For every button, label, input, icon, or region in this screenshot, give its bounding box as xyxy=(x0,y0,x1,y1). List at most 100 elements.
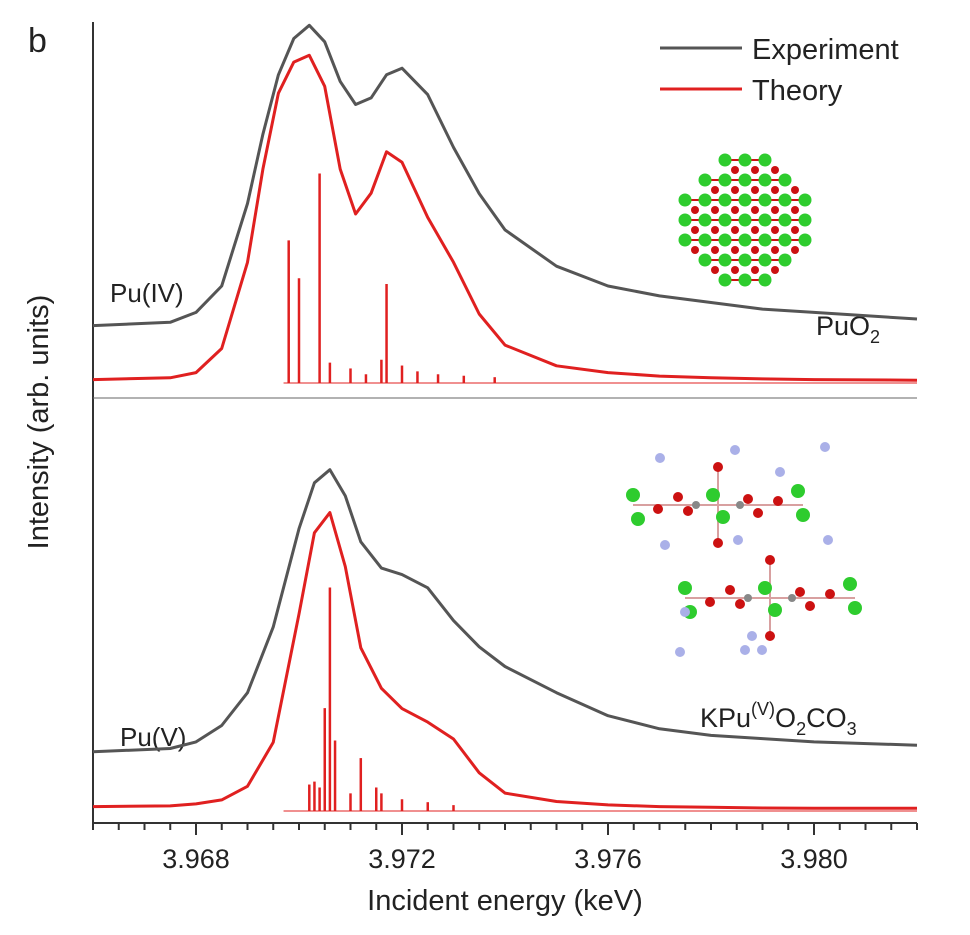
atom-o xyxy=(805,601,815,611)
legend-label-experiment: Experiment xyxy=(752,34,899,66)
plot-area xyxy=(92,23,918,812)
atom-o xyxy=(765,631,775,641)
atom-o xyxy=(773,496,783,506)
atom-pu xyxy=(698,193,712,207)
atom-o xyxy=(705,597,715,607)
atom-o xyxy=(751,166,759,174)
atom-pu xyxy=(791,484,805,498)
atom-o xyxy=(691,226,699,234)
atom-pu xyxy=(778,213,792,227)
atom-o xyxy=(751,266,759,274)
x-axis-label: Incident energy (keV) xyxy=(367,885,643,917)
atom-o xyxy=(731,226,739,234)
atom-o xyxy=(765,555,775,565)
atom-c xyxy=(744,594,752,602)
atom-pu xyxy=(778,233,792,247)
atom-pu xyxy=(758,213,772,227)
atom-o xyxy=(711,266,719,274)
atom-c xyxy=(736,501,744,509)
atom-o xyxy=(731,166,739,174)
atom-pu xyxy=(698,233,712,247)
legend: Experiment Theory xyxy=(660,34,899,107)
x-tick-label: 3.976 xyxy=(574,844,642,874)
atom-pu xyxy=(738,193,752,207)
atom-pu xyxy=(631,512,645,526)
atom-o xyxy=(653,504,663,514)
atom-o xyxy=(735,599,745,609)
atom-pu xyxy=(626,488,640,502)
series-line-experiment-pu-v xyxy=(92,468,918,754)
atom-o xyxy=(711,246,719,254)
atom-pu xyxy=(698,253,712,267)
atom-pu xyxy=(718,153,732,167)
atom-pu xyxy=(738,153,752,167)
atom-pu xyxy=(678,233,692,247)
atom-o xyxy=(683,506,693,516)
atom-o xyxy=(751,246,759,254)
atom-pu xyxy=(718,213,732,227)
atom-pu xyxy=(706,488,720,502)
atom-k xyxy=(747,631,757,641)
atom-k xyxy=(775,467,785,477)
atom-o xyxy=(711,186,719,194)
x-tick-label: 3.980 xyxy=(780,844,848,874)
x-tick-label: 3.972 xyxy=(368,844,436,874)
atom-pu xyxy=(758,581,772,595)
atom-o xyxy=(791,226,799,234)
atom-o xyxy=(731,246,739,254)
atom-o xyxy=(751,206,759,214)
atom-pu xyxy=(778,253,792,267)
atom-o xyxy=(711,226,719,234)
atom-o xyxy=(711,206,719,214)
atom-pu xyxy=(738,253,752,267)
x-tick-label: 3.968 xyxy=(162,844,230,874)
atom-pu xyxy=(798,233,812,247)
atom-o xyxy=(771,166,779,174)
atom-pu xyxy=(718,193,732,207)
series-line-experiment-pu-iv xyxy=(92,23,918,328)
atom-pu xyxy=(768,603,782,617)
crystal-structure-puo2 xyxy=(678,153,812,287)
crystal-structure-kpuo2co3 xyxy=(626,442,862,657)
atom-c xyxy=(692,501,700,509)
atom-o xyxy=(771,246,779,254)
atom-o xyxy=(791,186,799,194)
atom-pu xyxy=(758,153,772,167)
atom-o xyxy=(731,186,739,194)
atom-pu xyxy=(758,193,772,207)
atom-pu xyxy=(738,213,752,227)
atom-o xyxy=(751,186,759,194)
atom-k xyxy=(820,442,830,452)
atom-k xyxy=(680,607,690,617)
compound-label-kpuo2co3: KPu(V)O2CO3 xyxy=(700,699,857,739)
atom-o xyxy=(743,494,753,504)
atom-pu xyxy=(798,213,812,227)
atom-pu xyxy=(738,173,752,187)
atom-pu xyxy=(796,508,810,522)
atom-k xyxy=(655,453,665,463)
atom-o xyxy=(771,266,779,274)
atom-k xyxy=(730,445,740,455)
atom-o xyxy=(771,226,779,234)
atom-k xyxy=(740,645,750,655)
atom-pu xyxy=(778,193,792,207)
atom-pu xyxy=(758,253,772,267)
atom-o xyxy=(753,508,763,518)
atom-pu xyxy=(778,173,792,187)
atom-k xyxy=(660,540,670,550)
atom-o xyxy=(691,246,699,254)
atom-pu xyxy=(718,273,732,287)
atom-o xyxy=(691,206,699,214)
atom-pu xyxy=(798,193,812,207)
atom-pu xyxy=(843,577,857,591)
atom-pu xyxy=(678,581,692,595)
atom-o xyxy=(791,246,799,254)
atom-pu xyxy=(848,601,862,615)
atom-o xyxy=(771,186,779,194)
atom-o xyxy=(713,538,723,548)
atom-o xyxy=(751,226,759,234)
panel-label: b xyxy=(28,22,47,60)
series-line-theory-pu-v xyxy=(92,511,917,810)
atom-pu xyxy=(678,213,692,227)
